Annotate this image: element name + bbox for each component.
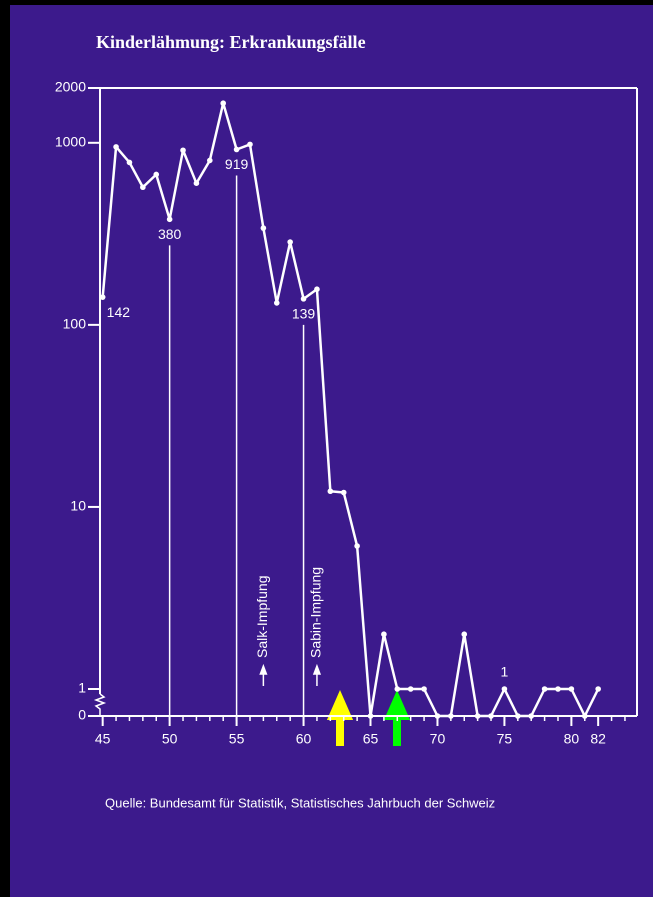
y-tick-label: 0	[78, 707, 86, 723]
data-point	[300, 296, 307, 302]
x-tick-label: 65	[363, 731, 379, 747]
chart-title: Kinderlähmung: Erkrankungsfälle	[96, 32, 366, 52]
data-point	[260, 225, 267, 231]
data-point	[140, 184, 146, 191]
x-tick-label: 60	[296, 731, 312, 747]
data-point	[461, 631, 468, 637]
data-point	[474, 713, 481, 719]
data-point	[207, 157, 213, 164]
annotation-arrow	[312, 663, 322, 686]
data-point	[340, 489, 347, 496]
panel	[10, 5, 653, 897]
y-tick-label: 10	[70, 498, 86, 514]
y-tick-label: 1000	[55, 134, 86, 150]
data-point	[488, 713, 494, 719]
y-tick-label: 1	[78, 680, 86, 696]
data-point	[314, 286, 320, 293]
data-point	[501, 686, 508, 692]
annotation-text: Sabin-Impfung	[308, 567, 324, 658]
annotation-text: Salk-Impfung	[254, 576, 270, 658]
x-tick-label: 75	[497, 731, 513, 747]
data-point	[193, 180, 200, 186]
data-point	[233, 146, 240, 153]
data-point	[528, 713, 535, 719]
x-tick-label: 80	[564, 731, 580, 747]
data-point	[153, 171, 160, 178]
data-point	[568, 686, 575, 692]
data-point	[448, 713, 454, 719]
data-point	[247, 141, 253, 148]
data-point	[273, 300, 280, 306]
data-point	[555, 686, 561, 692]
axis-break	[93, 693, 107, 716]
data-point	[595, 686, 601, 692]
data-label: 139	[292, 306, 316, 322]
data-label: 142	[107, 304, 131, 320]
data-point	[126, 159, 133, 166]
x-tick-label: 82	[590, 731, 606, 747]
data-point	[220, 100, 227, 107]
data-point	[434, 713, 441, 719]
data-line	[101, 101, 600, 718]
data-point	[394, 686, 401, 692]
data-label: 1	[501, 664, 509, 680]
data-point	[180, 147, 186, 154]
y-tick-label: 2000	[55, 79, 86, 95]
annotation-arrow	[259, 663, 268, 686]
data-point	[99, 294, 106, 300]
y-tick-label: 100	[63, 316, 87, 332]
data-point	[421, 686, 427, 692]
x-tick-label: 70	[430, 731, 446, 747]
data-point	[367, 713, 374, 719]
data-label: 919	[225, 156, 249, 172]
source: Quelle: Bundesamt für Statistik, Statist…	[105, 795, 495, 810]
x-tick-label: 50	[162, 731, 178, 747]
data-point	[541, 686, 548, 692]
data-point	[327, 488, 334, 495]
data-label: 380	[158, 226, 182, 242]
data-point	[381, 631, 387, 637]
data-point	[113, 144, 119, 150]
data-point	[166, 216, 173, 223]
data-point	[515, 713, 521, 719]
data-point	[354, 543, 360, 549]
data-point	[287, 239, 293, 245]
x-tick-label: 55	[229, 731, 245, 747]
data-point	[581, 713, 588, 719]
x-tick-label: 45	[95, 731, 111, 747]
data-point	[407, 686, 414, 692]
